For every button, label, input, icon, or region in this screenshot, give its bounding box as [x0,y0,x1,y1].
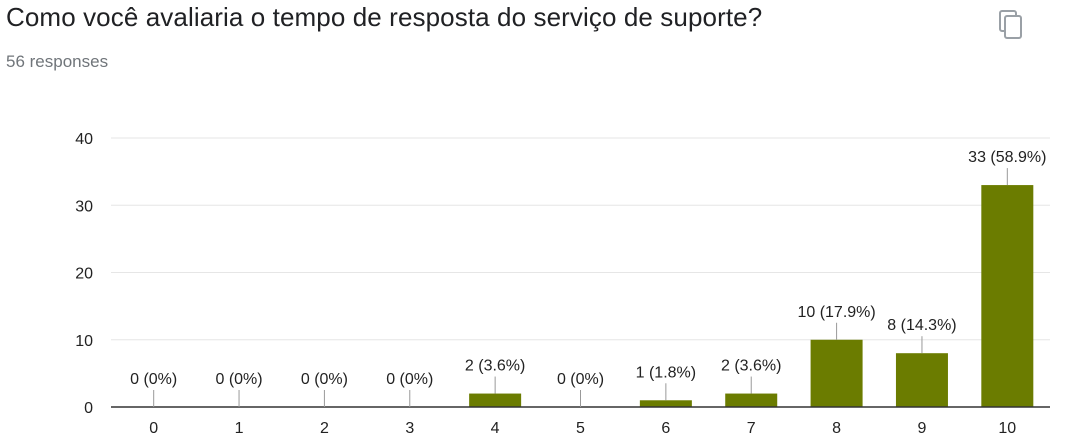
x-tick-label: 10 [998,420,1016,437]
x-tick-label: 9 [918,420,927,437]
x-tick-label: 7 [747,420,756,437]
question-title: Como você avaliaria o tempo de resposta … [6,2,763,32]
y-axis-ticks: 0 10 20 30 40 [75,131,93,417]
data-label: 8 (14.3%) [887,317,956,334]
data-label: 33 (58.9%) [968,149,1046,166]
data-label: 0 (0%) [215,371,262,388]
x-tick-label: 3 [405,420,414,437]
bar[interactable] [895,353,948,407]
x-tick-label: 6 [661,420,670,437]
data-label: 0 (0%) [386,371,433,388]
x-tick-label: 0 [149,420,158,437]
x-axis-ticks: 0 1 2 3 4 5 6 7 8 9 10 [149,420,1016,437]
response-count: 56 responses [6,52,109,71]
data-label: 2 (3.6%) [465,358,525,375]
bar[interactable] [639,400,692,407]
bars [469,185,1034,407]
x-tick-label: 1 [235,420,244,437]
y-tick-label: 30 [75,198,93,215]
copy-icon[interactable] [997,8,1027,42]
data-label: 2 (3.6%) [721,358,781,375]
bar[interactable] [469,393,522,407]
x-tick-label: 4 [491,420,500,437]
data-labels: 0 (0%) 0 (0%) 0 (0%) 0 (0%) 2 (3.6%) 0 (0%) 1 … [130,149,1046,407]
x-tick-label: 2 [320,420,329,437]
data-label: 0 (0%) [557,371,604,388]
data-label: 10 (17.9%) [797,304,875,321]
data-label: 0 (0%) [130,371,177,388]
x-tick-label: 5 [576,420,585,437]
y-tick-label: 10 [75,333,93,350]
y-tick-label: 20 [75,266,93,283]
bar[interactable] [981,185,1034,407]
bar[interactable] [810,339,863,407]
y-tick-label: 40 [75,131,93,148]
y-tick-label: 0 [84,400,93,417]
data-label: 0 (0%) [301,371,348,388]
data-label: 1 (1.8%) [636,364,696,381]
bar[interactable] [725,393,778,407]
gridlines [111,137,1050,341]
x-tick-label: 8 [832,420,841,437]
